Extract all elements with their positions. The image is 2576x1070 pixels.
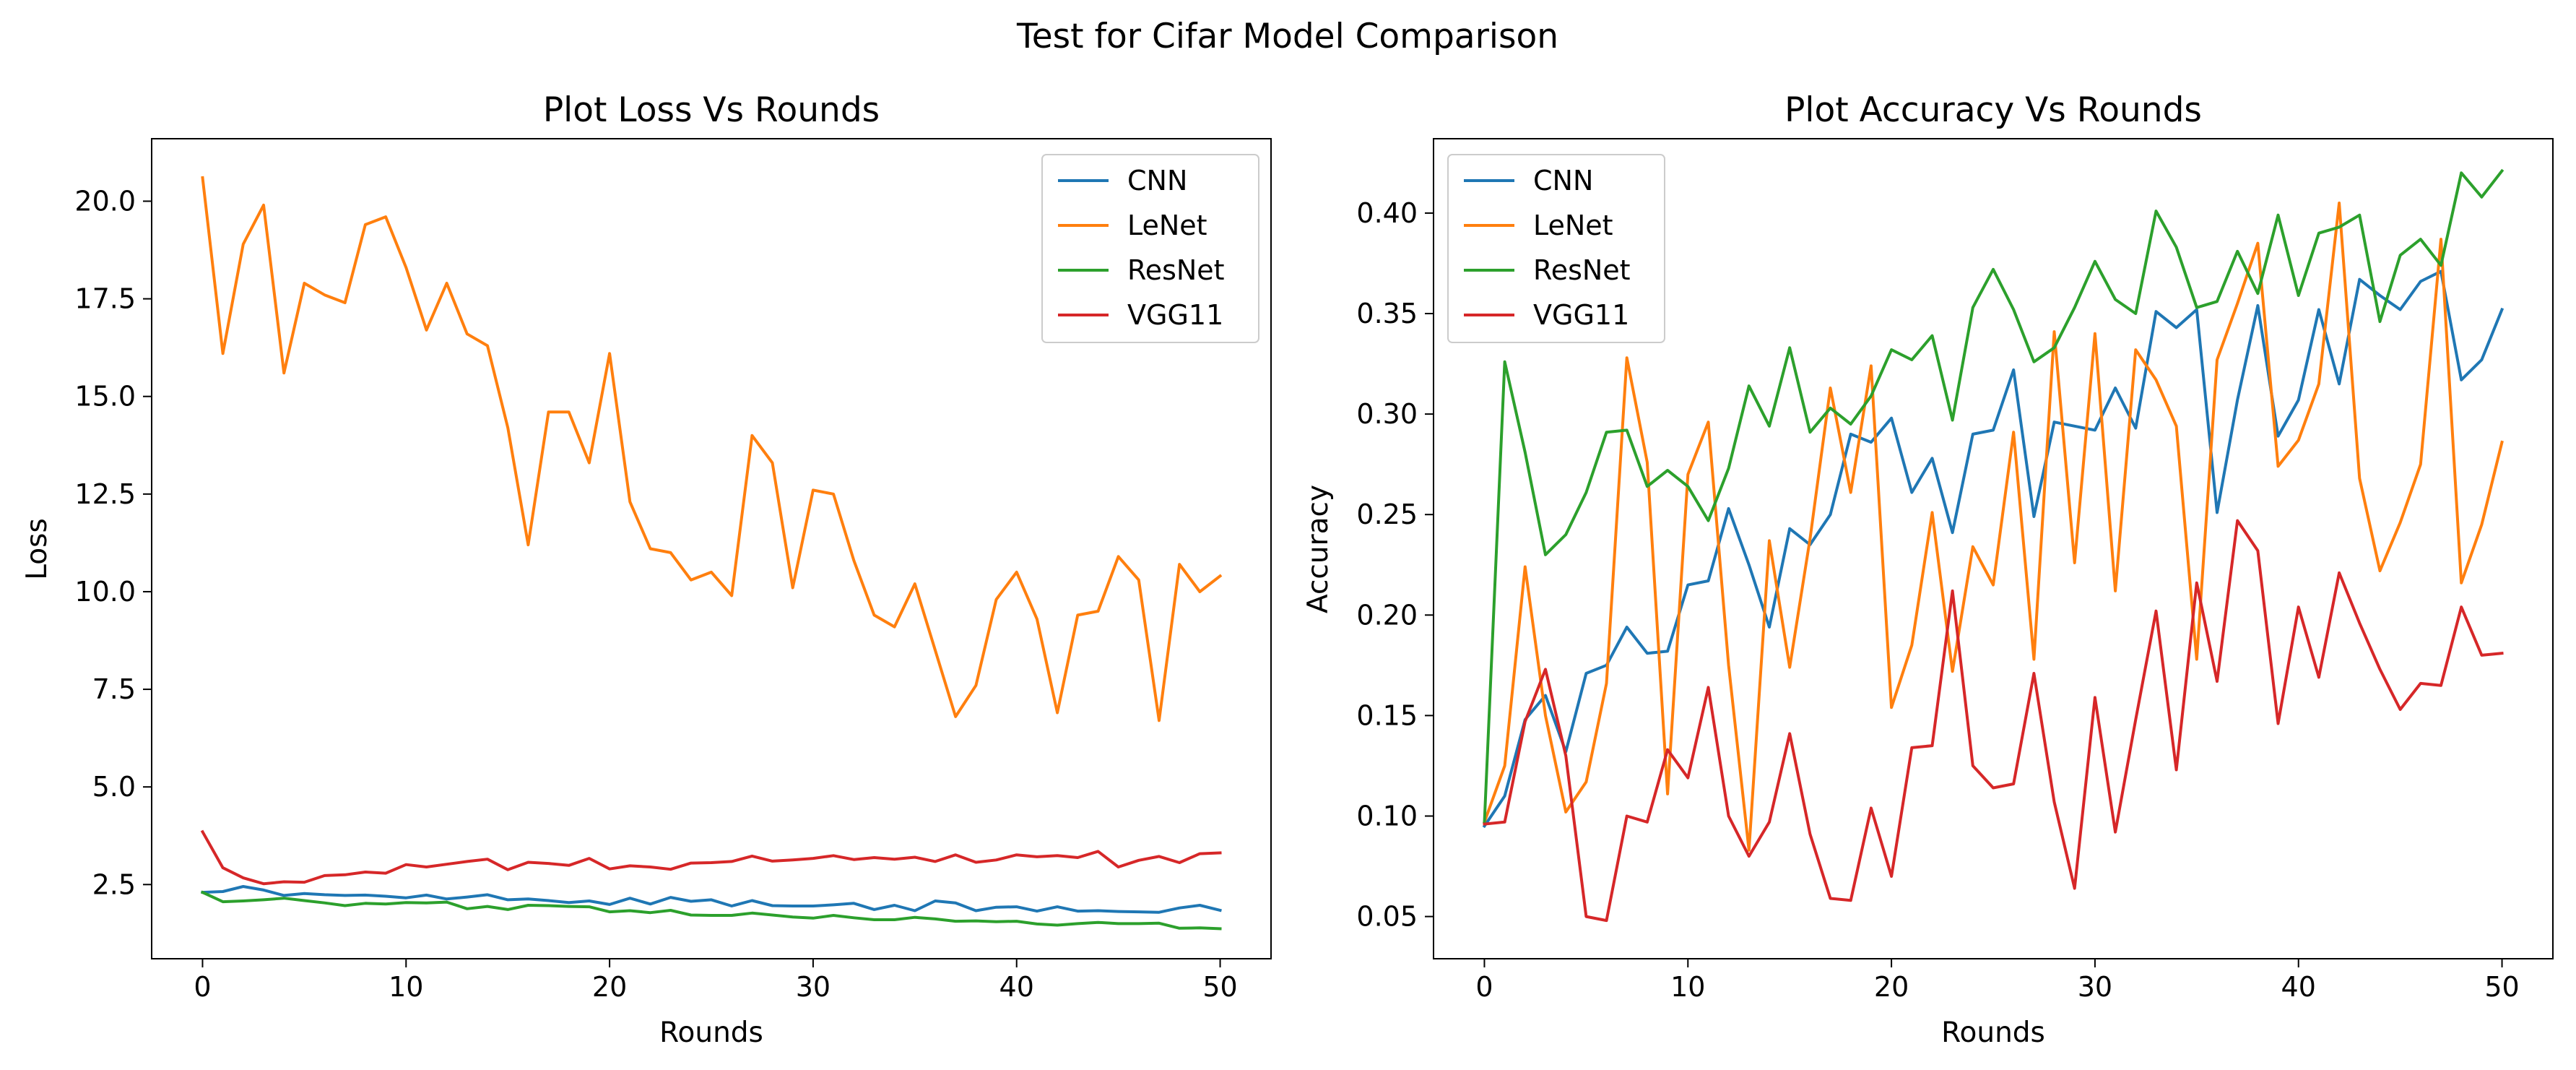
loss-x-tick-label: 40 (999, 971, 1034, 1003)
accuracy-x-tick-label: 20 (1874, 971, 1909, 1003)
loss-x-tick-label: 0 (194, 971, 211, 1003)
loss-x-axis-label: Rounds (659, 1017, 763, 1049)
accuracy-series-vgg11-line (1483, 519, 2504, 923)
accuracy-x-tick-label: 40 (2281, 971, 2316, 1003)
figure-suptitle: Test for Cifar Model Comparison (1016, 17, 1558, 56)
accuracy-axes-frame (1433, 138, 2554, 959)
accuracy-legend-vgg11-label: VGG11 (1533, 299, 1629, 331)
accuracy-ticks: 0 10 20 30 40 50 0.05 0.10 0.15 0.20 0.25 0.30 0.35 0… (1356, 197, 2519, 1003)
accuracy-legend-resnet-label: ResNet (1533, 254, 1631, 286)
loss-legend-cnn-label: CNN (1127, 165, 1187, 197)
loss-y-tick-label: 17.5 (74, 283, 136, 315)
loss-series-vgg11-line (200, 829, 1222, 886)
loss-legend-lenet-label: LeNet (1127, 210, 1207, 241)
accuracy-x-axis-label: Rounds (1941, 1017, 2045, 1049)
loss-series-cnn-line (201, 885, 1222, 914)
loss-y-axis-label: Loss (21, 518, 53, 580)
accuracy-legend-box (1447, 154, 1665, 343)
accuracy-legend-cnn-label: CNN (1533, 165, 1593, 197)
accuracy-y-tick-label: 0.40 (1356, 197, 1418, 229)
loss-x-tick-label: 50 (1202, 971, 1237, 1003)
loss-y-tick-label: 10.0 (74, 576, 136, 608)
accuracy-x-tick-label: 50 (2484, 971, 2519, 1003)
loss-y-tick-label: 12.5 (74, 478, 136, 510)
loss-x-tick-label: 20 (592, 971, 627, 1003)
accuracy-chart: Plot Accuracy Vs Rounds Rounds Accuracy … (1302, 90, 2554, 1049)
loss-legend-resnet-label: ResNet (1127, 254, 1225, 286)
loss-chart: Plot Loss Vs Rounds Rounds Loss 0 10 20 30 4… (21, 90, 1272, 1049)
loss-plot-area (200, 176, 1223, 931)
accuracy-y-tick-label: 0.05 (1356, 901, 1418, 933)
accuracy-series-cnn-line (1482, 269, 2505, 829)
accuracy-legend: CNN LeNet ResNet VGG11 (1447, 154, 1665, 343)
accuracy-y-tick-label: 0.35 (1356, 298, 1418, 329)
loss-axes-frame (151, 138, 1272, 959)
accuracy-y-tick-label: 0.10 (1356, 800, 1418, 832)
accuracy-y-tick-label: 0.25 (1356, 499, 1418, 530)
accuracy-x-tick-label: 30 (2078, 971, 2112, 1003)
accuracy-y-tick-label: 0.30 (1356, 398, 1418, 430)
accuracy-y-tick-label: 0.15 (1356, 699, 1418, 731)
loss-x-tick-label: 10 (389, 971, 423, 1003)
accuracy-y-tick-label: 0.20 (1356, 599, 1418, 631)
loss-y-tick-label: 20.0 (74, 185, 136, 217)
loss-legend: CNN LeNet ResNet VGG11 (1041, 154, 1259, 343)
accuracy-y-axis-label: Accuracy (1302, 485, 1335, 613)
loss-chart-title: Plot Loss Vs Rounds (543, 90, 880, 130)
loss-ticks: 0 10 20 30 40 50 2.5 5.0 7.5 10.0 12.5 15.0 17.5 20.0 (74, 185, 1237, 1003)
accuracy-x-tick-label: 10 (1670, 971, 1705, 1003)
loss-legend-box (1041, 154, 1259, 343)
loss-y-tick-label: 2.5 (92, 868, 136, 900)
accuracy-chart-title: Plot Accuracy Vs Rounds (1784, 90, 2202, 130)
loss-legend-vgg11-label: VGG11 (1127, 299, 1223, 331)
accuracy-legend-lenet-label: LeNet (1533, 210, 1613, 241)
loss-series-lenet-line (201, 176, 1223, 722)
accuracy-x-tick-label: 0 (1475, 971, 1493, 1003)
loss-series-resnet-line (200, 890, 1222, 931)
loss-y-tick-label: 7.5 (92, 673, 136, 705)
accuracy-series-resnet-line (1483, 168, 2505, 824)
loss-y-tick-label: 5.0 (92, 771, 136, 803)
accuracy-plot-area (1482, 168, 2505, 923)
loss-y-tick-label: 15.0 (74, 381, 136, 413)
loss-x-tick-label: 30 (796, 971, 831, 1003)
accuracy-series-lenet-line (1482, 202, 2504, 852)
